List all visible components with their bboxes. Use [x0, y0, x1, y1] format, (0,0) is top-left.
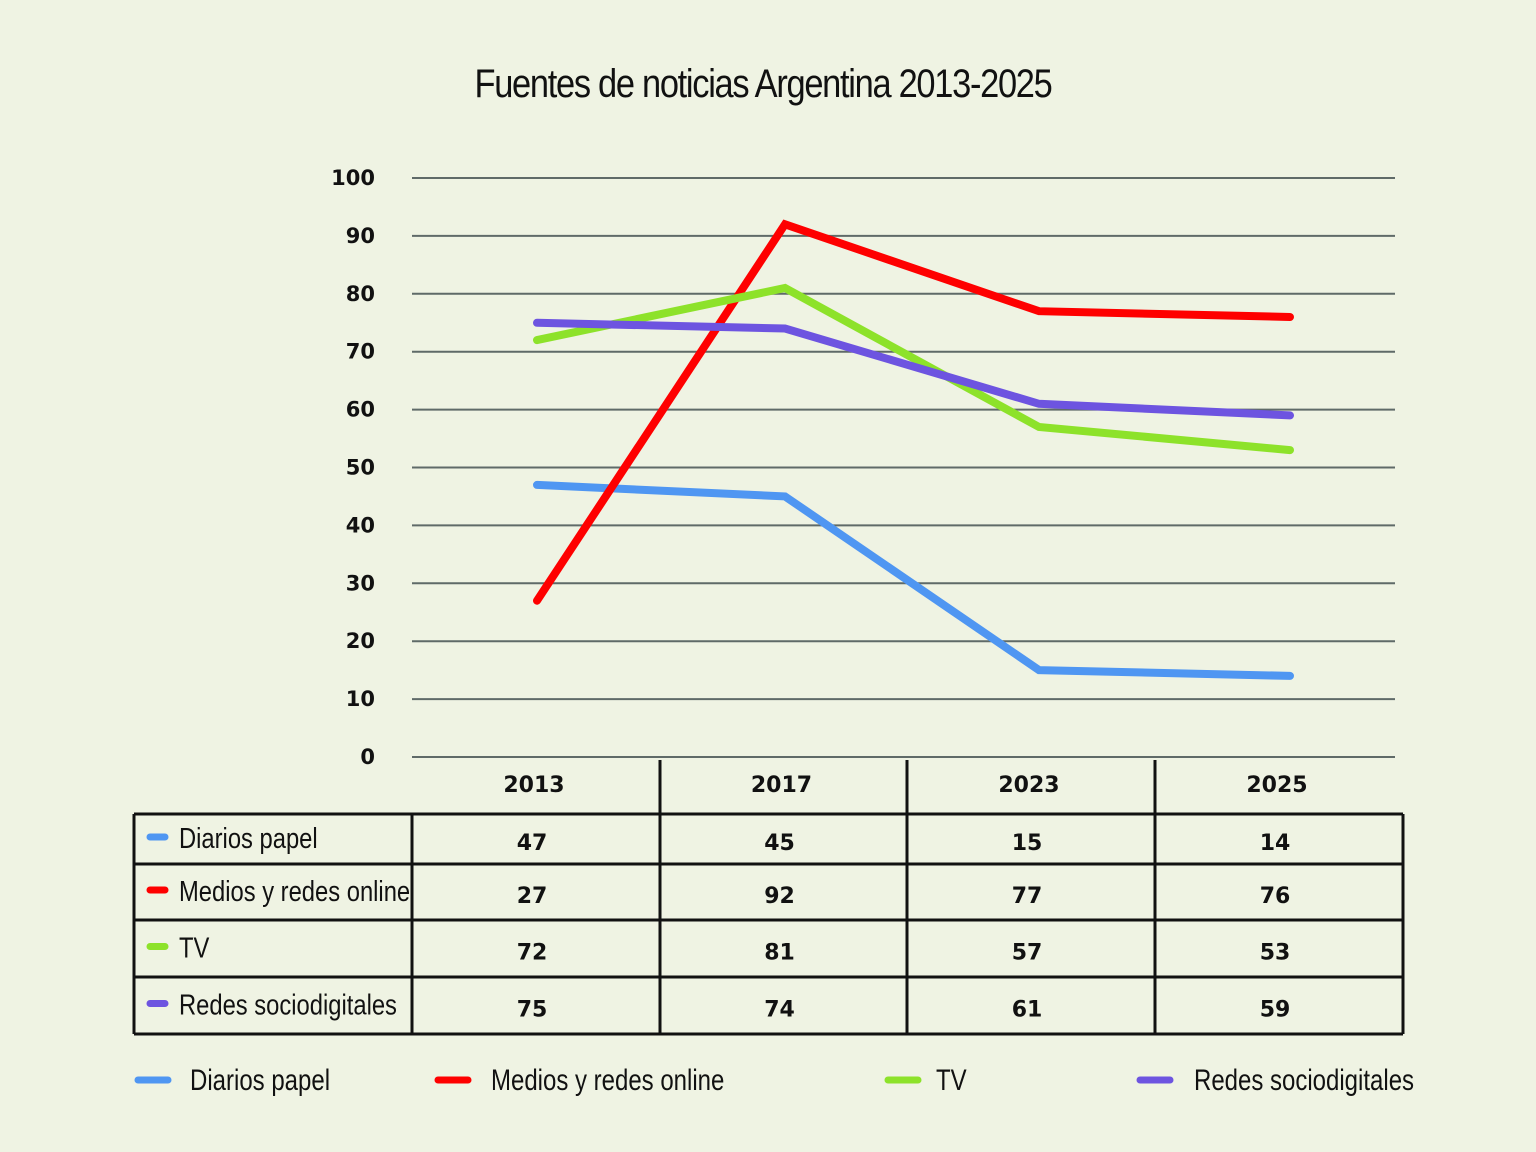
- legend-label: Diarios papel: [190, 1062, 330, 1096]
- table-row: Medios y redes online 27 92 77 76: [146, 875, 1291, 909]
- y-tick-label: 0: [360, 745, 375, 769]
- table-cell: 15: [1012, 831, 1043, 856]
- legend-item: Redes sociodigitales: [1136, 1062, 1414, 1097]
- y-tick-label: 70: [346, 340, 375, 364]
- row-label: TV: [179, 931, 210, 964]
- table-row: Redes sociodigitales 75 74 61 59: [146, 988, 1291, 1023]
- data-table: Diarios papel 47 45 15 14 Medios y redes onli…: [132, 760, 1405, 1036]
- table-cell: 76: [1260, 884, 1291, 909]
- chart-title: Fuentes de noticias Argentina 2013-2025: [474, 62, 1052, 106]
- legend-label: Redes sociodigitales: [1194, 1062, 1414, 1096]
- row-label: Medios y redes online: [179, 875, 410, 908]
- y-tick-label: 30: [346, 571, 375, 595]
- x-tick-label: 2013: [503, 773, 564, 798]
- y-tick-label: 100: [331, 166, 375, 190]
- table-cell: 14: [1260, 831, 1291, 856]
- legend-item: TV: [884, 1062, 967, 1097]
- x-tick-label: 2023: [998, 773, 1059, 798]
- table-cell: 57: [1012, 941, 1043, 966]
- table-cell: 72: [517, 941, 548, 966]
- table-cell: 53: [1260, 941, 1291, 966]
- legend: Diarios papel Medios y redes online TV Rede…: [134, 1062, 1414, 1097]
- x-tick-label: 2017: [751, 773, 812, 798]
- y-tick-label: 80: [346, 282, 375, 306]
- legend-item: Diarios papel: [134, 1062, 330, 1097]
- table-row: TV 72 81 57 53: [146, 931, 1291, 966]
- y-tick-label: 50: [346, 456, 375, 480]
- y-axis-ticks: 0 10 20 30 40 50 60 70 80 90 100: [331, 166, 375, 769]
- y-tick-label: 40: [346, 513, 375, 537]
- table-cell: 27: [517, 884, 548, 909]
- series-lines: [533, 219, 1294, 680]
- x-tick-label: 2025: [1246, 773, 1307, 798]
- table-cell: 77: [1012, 884, 1043, 909]
- series-line-tv: [533, 283, 1294, 455]
- series-line-redes-sociodigitales: [533, 318, 1294, 420]
- y-tick-label: 10: [346, 687, 375, 711]
- series-line-diarios-papel: [533, 480, 1294, 680]
- row-label: Diarios papel: [179, 822, 318, 855]
- table-cell: 45: [764, 831, 795, 856]
- legend-label: Medios y redes online: [491, 1062, 724, 1096]
- row-label: Redes sociodigitales: [179, 988, 397, 1021]
- table-cell: 47: [517, 831, 548, 856]
- legend-item: Medios y redes online: [434, 1062, 724, 1097]
- series-line-medios-y-redes-online: [533, 219, 1294, 605]
- gridlines: [412, 177, 1395, 758]
- legend-label: TV: [936, 1062, 967, 1096]
- x-axis-ticks: 2013 2017 2023 2025: [503, 773, 1307, 798]
- y-tick-label: 60: [346, 398, 375, 422]
- y-tick-label: 90: [346, 224, 375, 248]
- table-cell: 81: [764, 941, 795, 966]
- table-cell: 75: [517, 998, 548, 1023]
- y-tick-label: 20: [346, 629, 375, 653]
- table-cell: 74: [764, 998, 795, 1023]
- table-row: Diarios papel 47 45 15 14: [146, 822, 1291, 856]
- table-cell: 59: [1260, 998, 1291, 1023]
- table-cell: 61: [1012, 998, 1043, 1023]
- table-cell: 92: [764, 884, 795, 909]
